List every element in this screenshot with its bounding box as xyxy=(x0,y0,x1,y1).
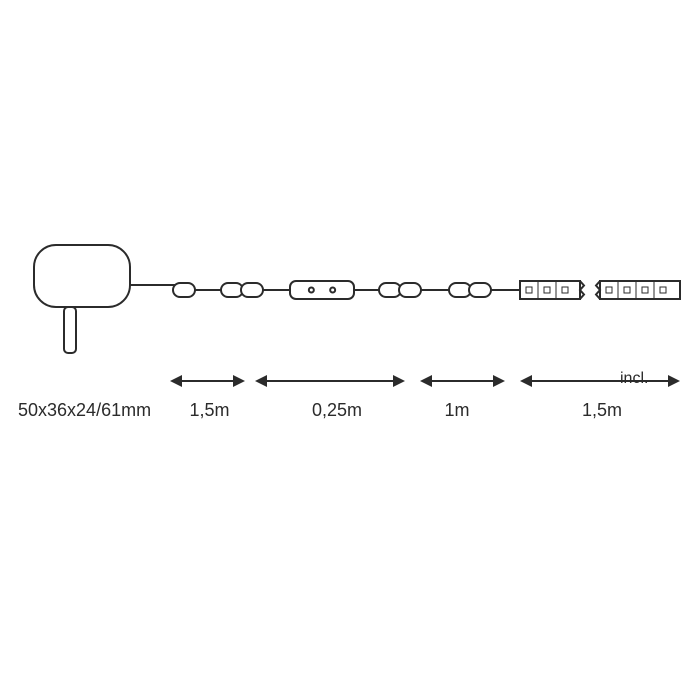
diagram-stage: 50x36x24/61mm incl. 1,5m 0,25m 1m 1,5m xyxy=(0,0,700,700)
arrow-left-icon xyxy=(420,375,432,387)
arrow-left-icon xyxy=(255,375,267,387)
arrow-left-icon xyxy=(520,375,532,387)
seg3-length-label: 1m xyxy=(445,400,470,421)
arrow-right-icon xyxy=(668,375,680,387)
arrow-left-icon xyxy=(170,375,182,387)
arrow-right-icon xyxy=(493,375,505,387)
dim-arrow-seg3 xyxy=(420,374,505,388)
seg4-length-label: 1,5m xyxy=(582,400,622,421)
dim-arrow-seg2 xyxy=(255,374,405,388)
dim-arrow-seg4 xyxy=(520,374,680,388)
dim-line xyxy=(267,380,393,382)
arrow-right-icon xyxy=(393,375,405,387)
dim-line xyxy=(432,380,493,382)
diagram-svg xyxy=(0,0,700,700)
dim-line xyxy=(182,380,233,382)
adapter-dimensions-label: 50x36x24/61mm xyxy=(18,400,151,421)
seg1-length-label: 1,5m xyxy=(190,400,230,421)
dim-arrow-seg1 xyxy=(170,374,245,388)
seg2-length-label: 0,25m xyxy=(312,400,362,421)
dim-line xyxy=(532,380,668,382)
arrow-right-icon xyxy=(233,375,245,387)
